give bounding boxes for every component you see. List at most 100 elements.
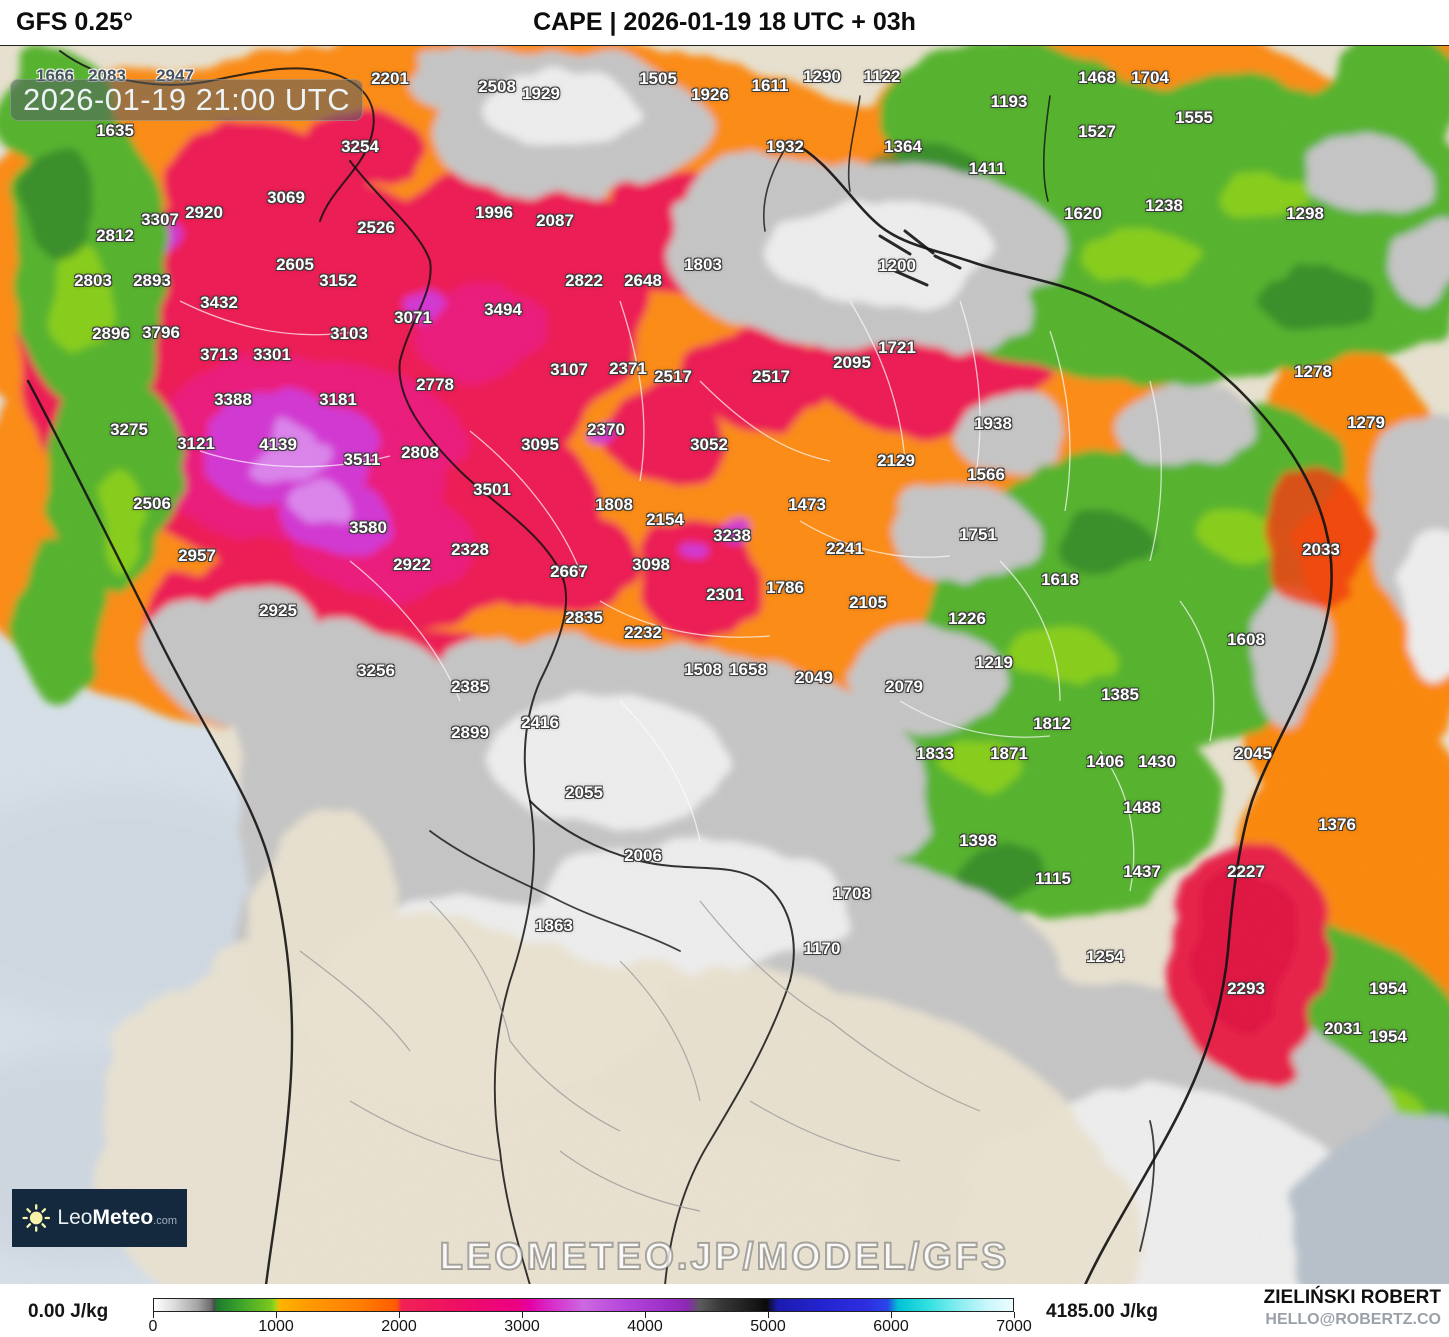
noise-overlay [0, 46, 1449, 1285]
value-labels-layer: 1666 2083 2947 2201 2508 1929 1505 1926 1611 1290… [0, 46, 1449, 1285]
cape-field-art [0, 46, 1449, 1285]
cape-value-label: 1430 [1138, 752, 1176, 771]
cape-value-label: 2087 [536, 211, 574, 230]
cape-value-label: 3095 [521, 435, 559, 454]
cape-value-label: 2922 [393, 555, 431, 574]
cape-value-label: 1618 [1041, 570, 1079, 589]
cape-value-label: 1278 [1294, 362, 1332, 381]
cape-value-label: 3121 [177, 434, 215, 453]
cape-value-label: 3580 [349, 518, 387, 537]
cape-value-label: 1505 [639, 69, 677, 88]
colorbar-tick-mark [153, 1312, 154, 1318]
cape-value-label: 2517 [654, 367, 692, 386]
cape-value-label: 1122 [863, 67, 901, 86]
cape-value-label: 1555 [1175, 108, 1213, 127]
cape-value-label: 4139 [259, 435, 297, 454]
cape-value-label: 3301 [253, 345, 291, 364]
cape-value-label: 3103 [330, 324, 368, 343]
cape-value-label: 2957 [178, 546, 216, 565]
colorbar-tick-label: 5000 [750, 1318, 786, 1335]
cape-value-label: 1254 [1086, 947, 1124, 966]
cape-value-label: 1508 [684, 660, 722, 679]
cape-value-label: 1926 [691, 85, 729, 104]
colorbar-tick-label: 1000 [258, 1318, 294, 1335]
cape-value-label: 3501 [473, 480, 511, 499]
colorbar-tick-mark [645, 1312, 646, 1318]
cape-value-label: 3238 [713, 526, 751, 545]
colorbar-tick-label: 6000 [873, 1318, 909, 1335]
cape-value-label: 1803 [684, 255, 722, 274]
cape-value-label: 2605 [276, 255, 314, 274]
author-contact: HELLO@ROBERTZ.CO [1265, 1311, 1441, 1328]
cape-value-label: 1863 [535, 916, 573, 935]
cape-value-label: 2812 [96, 226, 134, 245]
cape-value-label: 1385 [1101, 685, 1139, 704]
cape-value-label: 1996 [475, 203, 513, 222]
colorbar-tick-mark [276, 1312, 277, 1318]
cape-value-label: 1808 [595, 495, 633, 514]
cape-value-label: 2241 [826, 539, 864, 558]
cape-value-label: 1871 [990, 744, 1028, 763]
cape-value-label: 1193 [990, 92, 1028, 111]
colorbar-tick-label: 0 [148, 1318, 158, 1335]
cape-value-label: 2667 [550, 562, 588, 581]
logo-text: LeoMeteo.com [57, 1206, 177, 1229]
cape-value-label: 3494 [484, 300, 522, 319]
cape-value-label: 2371 [609, 359, 647, 378]
leometeo-logo: LeoMeteo.com [12, 1189, 187, 1247]
cape-value-label: 2370 [587, 420, 625, 439]
colorbar-tick-mark [399, 1312, 400, 1318]
cape-value-label: 1708 [833, 884, 871, 903]
watermark: LEOMETEO.JP/MODEL/GFS [439, 1235, 1010, 1279]
cape-value-label: 3388 [214, 390, 252, 409]
cape-value-label: 2227 [1227, 862, 1265, 881]
cape-value-label: 2049 [795, 668, 833, 687]
cape-value-label: 2506 [133, 494, 171, 513]
cape-value-label: 2129 [877, 451, 915, 470]
cape-value-label: 2045 [1234, 744, 1272, 763]
colorbar-tick-label: 4000 [627, 1318, 663, 1335]
cape-value-label: 2416 [521, 713, 559, 732]
cape-value-label: 2896 [92, 324, 130, 343]
cape-value-label: 1938 [974, 414, 1012, 433]
cape-value-label: 1115 [1035, 869, 1071, 888]
cape-value-label: 3256 [357, 661, 395, 680]
colorbar-tick-label: 3000 [504, 1318, 540, 1335]
sun-icon [22, 1204, 51, 1232]
cape-value-label: 2925 [259, 601, 297, 620]
cape-value-label: 2803 [74, 271, 112, 290]
cape-value-label: 3071 [394, 308, 432, 327]
cape-value-label: 3254 [341, 137, 379, 156]
author-name: ZIELIŃSKI ROBERT [1263, 1287, 1441, 1308]
cape-value-label: 3511 [343, 450, 381, 469]
cape-value-label: 1364 [884, 137, 922, 156]
cape-value-label: 1566 [967, 465, 1005, 484]
cape-value-label: 1812 [1033, 714, 1071, 733]
cape-value-label: 1290 [803, 67, 841, 86]
colorbar-tick-mark [891, 1312, 892, 1318]
cape-value-label: 2648 [624, 271, 662, 290]
cape-value-label: 1488 [1123, 798, 1161, 817]
cape-value-label: 2105 [849, 593, 887, 612]
cape-value-label: 2154 [646, 510, 684, 529]
cape-value-label: 1219 [975, 653, 1013, 672]
footer: 0.00 J/kg 0 1000 2000 3000 4000 5000 6000 7000 … [0, 1284, 1449, 1337]
cape-value-label: 3069 [267, 188, 305, 207]
cape-value-label: 1200 [878, 256, 916, 275]
cape-value-label: 3307 [141, 210, 179, 229]
cape-value-label: 1929 [522, 84, 560, 103]
cape-value-label: 1527 [1078, 122, 1116, 141]
cape-value-label: 2293 [1227, 979, 1265, 998]
cape-value-label: 1473 [788, 495, 826, 514]
cape-value-label: 2526 [357, 218, 395, 237]
cape-value-label: 3152 [319, 271, 357, 290]
map-canvas: 1666 2083 2947 2201 2508 1929 1505 1926 1611 1290… [0, 45, 1449, 1285]
cape-value-label: 1658 [729, 660, 767, 679]
cape-value-label: 3713 [200, 345, 238, 364]
cape-value-label: 1954 [1369, 1027, 1407, 1046]
colorbar-tick-mark [522, 1312, 523, 1318]
cape-value-label: 2920 [185, 203, 223, 222]
cape-value-label: 1226 [948, 609, 986, 628]
cape-value-label: 1437 [1123, 862, 1161, 881]
